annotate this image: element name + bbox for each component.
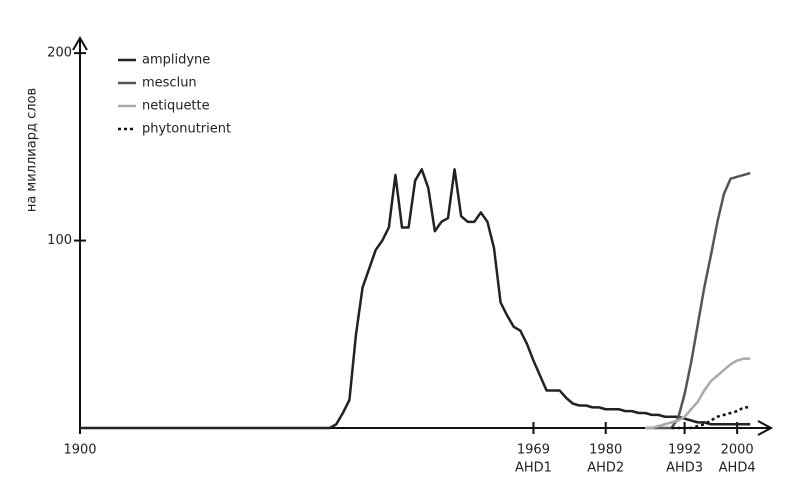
- x-tick-label: 1980: [589, 443, 622, 458]
- legend-label: amplidyne: [142, 53, 210, 68]
- edition-label: AHD3: [666, 461, 703, 476]
- edition-label: AHD1: [515, 461, 552, 476]
- series-line: [80, 168, 751, 430]
- y-tick-label: 100: [47, 233, 72, 248]
- legend-label: mesclun: [142, 76, 197, 91]
- x-tick-label: 1992: [668, 443, 701, 458]
- edition-label: AHD4: [719, 461, 756, 476]
- legend-label: phytonutrient: [142, 122, 231, 137]
- y-tick-label: 200: [47, 46, 72, 61]
- edition-label: AHD2: [587, 461, 624, 476]
- y-axis-label: на миллиард слов: [25, 88, 40, 212]
- x-tick-label: 2000: [721, 443, 754, 458]
- legend-label: netiquette: [142, 99, 210, 114]
- x-tick-label: 1969: [517, 443, 550, 458]
- series-line: [645, 357, 751, 430]
- series-line: [671, 406, 751, 430]
- series-line: [645, 171, 751, 430]
- x-tick-label: 1900: [63, 443, 96, 458]
- y-axis: [72, 36, 88, 428]
